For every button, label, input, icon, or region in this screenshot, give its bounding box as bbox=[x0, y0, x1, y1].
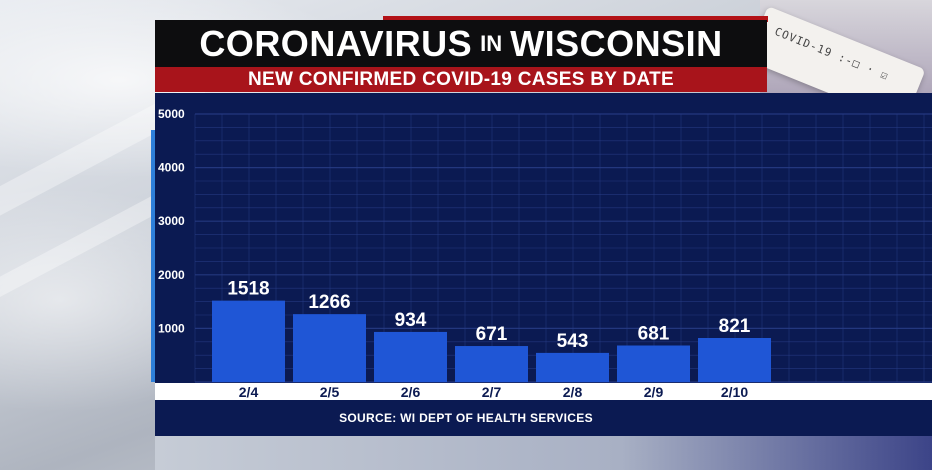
bar-value-label: 1518 bbox=[227, 279, 269, 300]
subtitle-banner: NEW CONFIRMED COVID-19 CASES BY DATE bbox=[155, 67, 767, 92]
x-tick-label: 2/8 bbox=[563, 384, 583, 400]
y-tick-label: 1000 bbox=[158, 321, 185, 335]
bar bbox=[212, 300, 285, 382]
bar bbox=[698, 337, 771, 382]
bar bbox=[374, 331, 447, 382]
y-tick-label: 4000 bbox=[158, 161, 185, 175]
x-tick-label: 2/5 bbox=[320, 384, 340, 400]
chart-subtitle: NEW CONFIRMED COVID-19 CASES BY DATE bbox=[247, 68, 675, 90]
panel-accent-stripe bbox=[151, 130, 155, 382]
title-word-coronavirus: CORONAVIRUS bbox=[199, 22, 473, 64]
title-banner: CORONAVIRUS IN WISCONSIN bbox=[155, 20, 767, 67]
x-tick-label: 2/9 bbox=[644, 384, 664, 400]
bar bbox=[536, 352, 609, 382]
bar bbox=[293, 314, 366, 382]
bar bbox=[617, 345, 690, 382]
bar-value-label: 543 bbox=[557, 331, 589, 352]
bar bbox=[455, 346, 528, 382]
x-tick-label: 2/10 bbox=[721, 384, 748, 400]
x-tick-label: 2/6 bbox=[401, 384, 421, 400]
bar-value-label: 934 bbox=[395, 310, 427, 331]
bar-value-label: 1266 bbox=[308, 292, 350, 313]
title-word-wisconsin: WISCONSIN bbox=[510, 22, 723, 64]
bar-value-label: 681 bbox=[638, 323, 670, 344]
title-word-in: IN bbox=[480, 30, 503, 56]
y-tick-label: 3000 bbox=[158, 214, 185, 228]
x-axis-strip bbox=[155, 383, 932, 400]
background-bottom bbox=[155, 436, 932, 470]
title-accent-bar bbox=[383, 16, 768, 22]
y-tick-label: 2000 bbox=[158, 268, 185, 282]
bar-value-label: 821 bbox=[719, 316, 751, 337]
source-credit: SOURCE: WI DEPT OF HEALTH SERVICES bbox=[339, 411, 593, 425]
y-tick-label: 5000 bbox=[158, 107, 185, 121]
x-tick-label: 2/4 bbox=[239, 384, 259, 400]
bar-value-label: 671 bbox=[476, 324, 508, 345]
x-tick-label: 2/7 bbox=[482, 384, 502, 400]
